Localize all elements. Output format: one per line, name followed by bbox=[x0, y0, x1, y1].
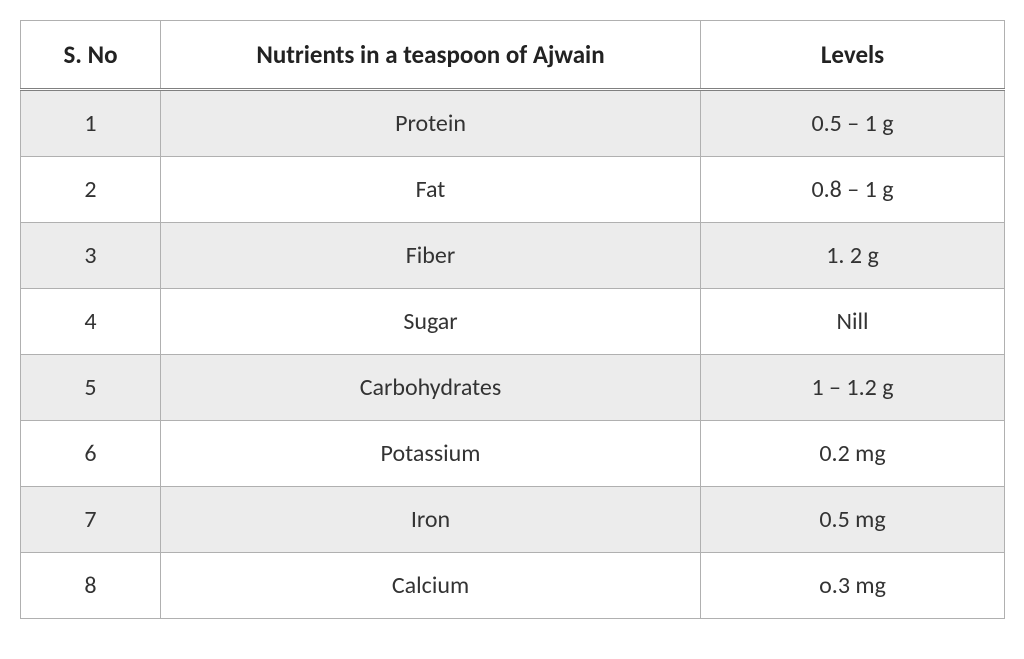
cell-sno: 4 bbox=[21, 289, 161, 355]
cell-level: Nill bbox=[701, 289, 1005, 355]
table-row: 4 Sugar Nill bbox=[21, 289, 1005, 355]
cell-level: 1 – 1.2 g bbox=[701, 355, 1005, 421]
cell-level: 0.5 – 1 g bbox=[701, 90, 1005, 157]
cell-nutrient: Potassium bbox=[161, 421, 701, 487]
cell-level: o.3 mg bbox=[701, 553, 1005, 619]
table-row: 3 Fiber 1. 2 g bbox=[21, 223, 1005, 289]
cell-sno: 5 bbox=[21, 355, 161, 421]
table-row: 7 Iron 0.5 mg bbox=[21, 487, 1005, 553]
cell-sno: 1 bbox=[21, 90, 161, 157]
table-header: S. No Nutrients in a teaspoon of Ajwain … bbox=[21, 21, 1005, 90]
table-row: 2 Fat 0.8 – 1 g bbox=[21, 157, 1005, 223]
cell-level: 0.8 – 1 g bbox=[701, 157, 1005, 223]
cell-nutrient: Iron bbox=[161, 487, 701, 553]
cell-nutrient: Protein bbox=[161, 90, 701, 157]
header-sno: S. No bbox=[21, 21, 161, 90]
header-row: S. No Nutrients in a teaspoon of Ajwain … bbox=[21, 21, 1005, 90]
table-row: 5 Carbohydrates 1 – 1.2 g bbox=[21, 355, 1005, 421]
cell-sno: 7 bbox=[21, 487, 161, 553]
cell-sno: 6 bbox=[21, 421, 161, 487]
cell-sno: 2 bbox=[21, 157, 161, 223]
cell-nutrient: Carbohydrates bbox=[161, 355, 701, 421]
cell-nutrient: Sugar bbox=[161, 289, 701, 355]
table-row: 1 Protein 0.5 – 1 g bbox=[21, 90, 1005, 157]
header-level: Levels bbox=[701, 21, 1005, 90]
table-row: 8 Calcium o.3 mg bbox=[21, 553, 1005, 619]
nutrients-table: S. No Nutrients in a teaspoon of Ajwain … bbox=[20, 20, 1005, 619]
cell-nutrient: Calcium bbox=[161, 553, 701, 619]
cell-sno: 3 bbox=[21, 223, 161, 289]
cell-level: 1. 2 g bbox=[701, 223, 1005, 289]
cell-nutrient: Fat bbox=[161, 157, 701, 223]
cell-level: 0.2 mg bbox=[701, 421, 1005, 487]
table-body: 1 Protein 0.5 – 1 g 2 Fat 0.8 – 1 g 3 Fi… bbox=[21, 90, 1005, 619]
header-nutrient: Nutrients in a teaspoon of Ajwain bbox=[161, 21, 701, 90]
table-row: 6 Potassium 0.2 mg bbox=[21, 421, 1005, 487]
cell-sno: 8 bbox=[21, 553, 161, 619]
cell-level: 0.5 mg bbox=[701, 487, 1005, 553]
cell-nutrient: Fiber bbox=[161, 223, 701, 289]
